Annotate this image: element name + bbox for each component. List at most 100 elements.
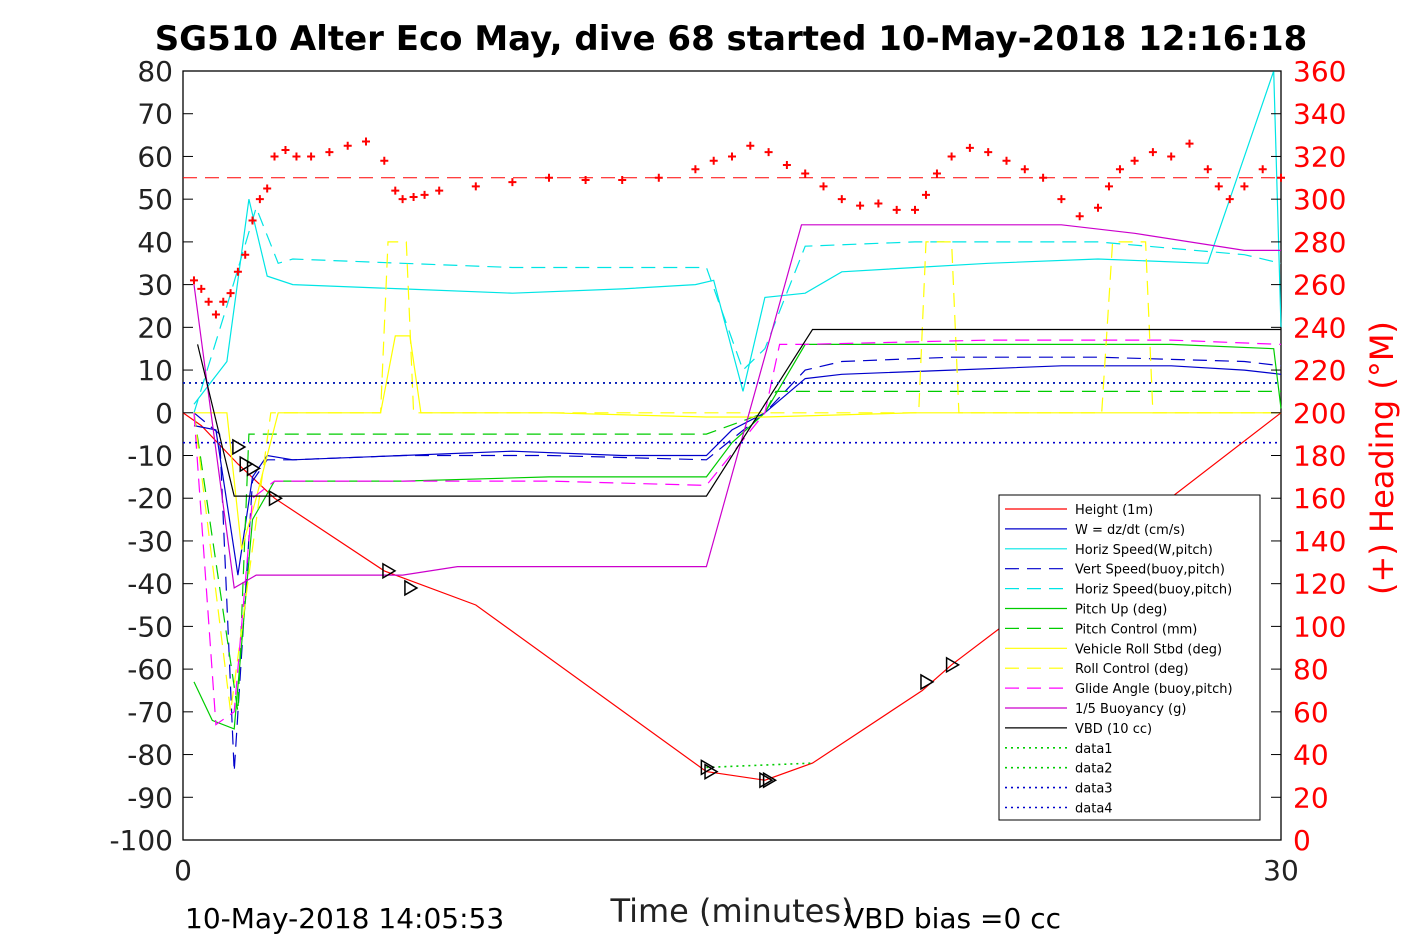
heading-point: [932, 169, 941, 178]
y2-tick-label: 360: [1293, 55, 1346, 88]
heading-point: [856, 201, 865, 210]
series-line-2: [193, 70, 1282, 405]
y2-tick-label: 20: [1293, 781, 1329, 814]
heading-point: [911, 205, 919, 214]
legend-label: Vehicle Roll Stbd (deg): [1075, 642, 1222, 657]
y-tick-label: -10: [127, 440, 173, 473]
heading-point: [263, 184, 272, 193]
heading-point: [248, 216, 257, 225]
y2-tick-label: 200: [1293, 397, 1346, 430]
x-tick-label: 0: [174, 854, 192, 887]
legend-label: Horiz Speed(buoy,pitch): [1075, 583, 1232, 598]
heading-point: [1185, 139, 1194, 148]
legend-label: Pitch Control (mm): [1075, 622, 1197, 637]
y2-tick-label: 340: [1293, 98, 1346, 131]
y-tick-label: -50: [127, 610, 173, 643]
event-marker: [759, 771, 774, 789]
y2-tick-label: 160: [1293, 482, 1346, 515]
legend-label: data3: [1075, 782, 1113, 797]
y-tick-label: 50: [137, 183, 173, 216]
y-tick-label: 60: [137, 140, 173, 173]
heading-point: [380, 156, 389, 165]
event-marker: [700, 759, 715, 776]
heading-point: [691, 165, 700, 174]
heading-point: [398, 195, 407, 204]
legend-label: data4: [1075, 802, 1113, 817]
series-line-6: [193, 390, 1281, 712]
heading-point: [892, 205, 901, 214]
heading-point: [435, 186, 444, 195]
event-marker: [945, 656, 961, 674]
heading-point: [292, 152, 301, 161]
x-axis-label: Time (minutes): [610, 892, 854, 930]
heading-point: [281, 146, 290, 155]
heading-point: [255, 195, 264, 204]
heading-point: [1148, 148, 1157, 157]
heading-point: [409, 193, 418, 202]
heading-point: [1057, 195, 1066, 204]
heading-point: [508, 178, 517, 187]
heading-point: [197, 284, 206, 293]
heading-point: [211, 310, 220, 319]
heading-point: [362, 137, 370, 146]
series-line-8: [193, 241, 1281, 712]
heading-point: [219, 297, 228, 306]
legend-label: Height (1m): [1075, 503, 1153, 518]
heading-point: [241, 250, 250, 259]
event-marker: [246, 460, 262, 477]
heading-point: [189, 276, 198, 285]
right-axis-label: (+) Heading (°M): [1363, 321, 1401, 595]
heading-point: [618, 175, 627, 184]
y-tick-label: -90: [127, 781, 173, 814]
legend: Height (1m) W = dz/dt (cm/s) Horiz Speed(W…: [998, 494, 1261, 821]
event-marker: [268, 489, 283, 507]
heading-point: [1214, 182, 1223, 191]
legend-label: Pitch Up (deg): [1075, 603, 1167, 618]
heading-point: [1115, 165, 1124, 174]
y-tick-label: -80: [127, 739, 173, 772]
y2-tick-label: 220: [1293, 354, 1346, 387]
y-tick-label: -30: [127, 525, 173, 558]
heading-point: [709, 156, 718, 165]
legend-label: VBD (10 cc): [1075, 722, 1152, 737]
y-tick-label: -40: [127, 568, 173, 601]
event-marker: [239, 455, 254, 473]
y2-tick-label: 240: [1293, 311, 1346, 344]
event-marker: [232, 438, 247, 456]
series-line-11: [197, 328, 1281, 497]
heading-point: [270, 152, 279, 161]
y2-tick-label: 0: [1293, 824, 1311, 857]
y-tick-label: 40: [137, 226, 173, 259]
y2-tick-label: 60: [1293, 696, 1329, 729]
heading-point: [420, 190, 429, 199]
y-tick-label: -20: [127, 482, 173, 515]
series-line-9: [193, 339, 1282, 726]
legend-label: Horiz Speed(W,pitch): [1075, 543, 1213, 558]
y2-tick-label: 300: [1293, 183, 1346, 216]
y-tick-label: 0: [155, 397, 173, 430]
y2-tick-label: 140: [1293, 525, 1346, 558]
heading-point: [965, 143, 974, 152]
heading-point: [545, 173, 553, 182]
y2-tick-label: 120: [1293, 568, 1346, 601]
heading-point: [1039, 173, 1048, 182]
right-axis-ticks: 3603403203002802602402202001801601401201…: [1271, 55, 1346, 857]
heading-point: [1002, 156, 1011, 165]
heading-point: [581, 175, 590, 184]
heading-point: [819, 182, 828, 191]
heading-point: [654, 173, 663, 182]
x-tick-label: 30: [1263, 854, 1299, 887]
y2-tick-label: 260: [1293, 269, 1346, 302]
legend-label: 1/5 Buoyancy (g): [1075, 702, 1186, 717]
y2-tick-label: 280: [1293, 226, 1346, 259]
heading-point: [391, 186, 400, 195]
heading-point: [325, 148, 334, 157]
heading-point: [837, 195, 846, 204]
heading-point: [947, 152, 956, 161]
event-marker: [404, 579, 419, 597]
heading-point: [1094, 203, 1102, 212]
footer-vbd-bias: VBD bias =0 cc: [845, 902, 1061, 935]
heading-point: [1130, 156, 1139, 165]
heading-point: [1075, 212, 1084, 221]
